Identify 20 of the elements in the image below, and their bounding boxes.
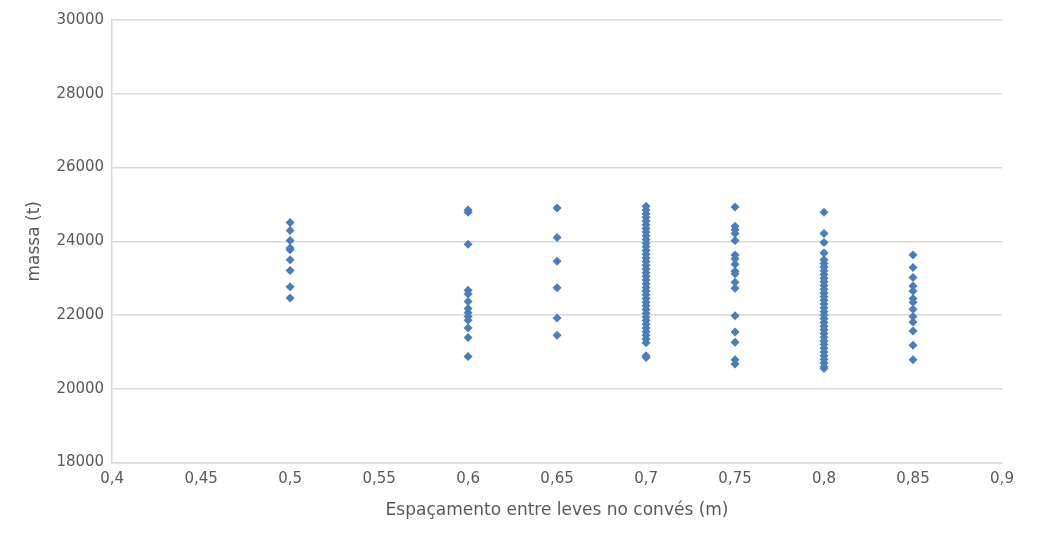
y-tick-label: 28000 [56,83,105,102]
x-tick-label: 0,4 [100,469,125,488]
x-axis-title: Espaçamento entre leves no convés (m) [385,499,729,520]
x-tick-label: 0,6 [456,469,480,488]
y-tick-label: 20000 [56,378,105,397]
x-tick-label: 0,55 [362,469,396,488]
x-tick-label: 0,9 [990,469,1014,488]
x-tick-label: 0,7 [634,469,658,488]
x-tick-label: 0,5 [278,469,303,488]
y-axis-title: massa (t) [22,201,43,282]
y-tick-label: 26000 [56,157,105,176]
x-tick-label: 0,65 [540,469,574,488]
x-tick-label: 0,75 [718,469,752,488]
x-tick-label: 0,8 [812,469,836,488]
y-tick-label: 30000 [56,9,105,28]
y-tick-label: 18000 [56,452,105,471]
x-tick-label: 0,85 [896,469,930,488]
x-tick-label: 0,45 [184,469,218,488]
y-tick-label: 24000 [56,231,105,250]
y-tick-label: 22000 [56,304,105,323]
